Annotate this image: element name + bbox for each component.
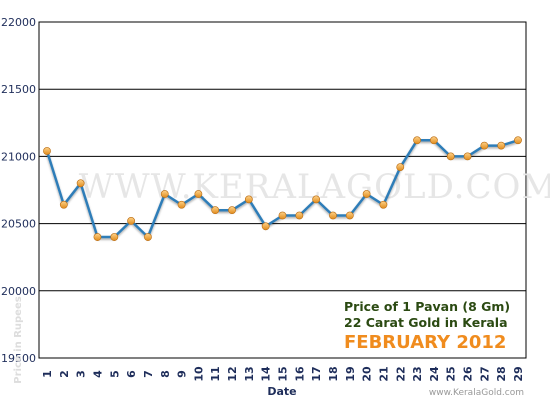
y-axis-label: Price in Rupees (13, 296, 24, 383)
data-point (278, 211, 287, 220)
x-tick-label: 14 (260, 366, 273, 382)
data-point (244, 195, 253, 204)
data-point (362, 190, 371, 198)
x-tick-label: 6 (125, 370, 138, 378)
x-tick-label: 9 (176, 370, 189, 378)
x-tick-label: 13 (243, 366, 256, 381)
x-tick-label: 22 (394, 366, 407, 381)
data-point (514, 136, 522, 145)
x-tick-label: 3 (75, 370, 88, 378)
data-point (110, 233, 119, 241)
data-point (127, 217, 136, 225)
data-point (228, 206, 236, 215)
x-tick-label: 27 (478, 366, 491, 381)
data-point (429, 136, 438, 145)
data-point (463, 152, 472, 161)
data-point (329, 211, 337, 220)
x-tick-label: 18 (327, 366, 340, 381)
y-tick-label: 21500 (1, 83, 36, 96)
y-tick-label: 20000 (1, 285, 36, 298)
x-tick-label: 7 (142, 370, 155, 378)
data-point (396, 163, 405, 172)
caption-month: FEBRUARY 2012 (344, 332, 506, 353)
x-tick-label: 5 (108, 370, 121, 378)
data-point (446, 152, 455, 161)
x-tick-label: 1 (41, 370, 54, 378)
plot-area (38, 21, 527, 359)
x-tick-label: 19 (344, 366, 357, 381)
data-point (144, 233, 152, 241)
data-point (413, 136, 421, 145)
x-tick-label: 12 (226, 366, 239, 381)
data-point (43, 147, 51, 155)
x-tick-label: 2 (58, 370, 71, 378)
x-tick-label: 11 (209, 366, 222, 381)
x-tick-label: 29 (512, 366, 525, 381)
x-tick-label: 20 (361, 366, 374, 382)
data-point (261, 222, 270, 231)
caption-line-1: Price of 1 Pavan (8 Gm) (344, 299, 510, 314)
y-tick-label: 20500 (1, 218, 36, 231)
data-point (379, 200, 388, 209)
price-markers (43, 136, 522, 241)
data-point (312, 195, 321, 204)
data-point (480, 141, 489, 150)
x-tick-label: 17 (310, 366, 323, 381)
y-tick-label: 21000 (1, 150, 36, 163)
x-tick-label: 23 (411, 366, 424, 381)
x-axis-label: Date (267, 385, 296, 398)
data-point (497, 141, 506, 150)
x-tick-label: 8 (159, 370, 172, 378)
x-tick-label: 16 (293, 366, 306, 382)
data-point (177, 200, 186, 209)
x-tick-label: 26 (462, 366, 475, 382)
y-tick-label: 22000 (1, 16, 36, 29)
x-tick-label: 25 (445, 366, 458, 381)
caption-line-2: 22 Carat Gold in Kerala (344, 315, 508, 330)
y-tick-label: 19500 (1, 352, 36, 365)
data-point (194, 190, 203, 198)
data-point (76, 179, 85, 188)
data-point (93, 233, 102, 241)
x-tick-label: 24 (428, 366, 441, 382)
x-tick-label: 10 (192, 366, 205, 382)
x-tick-label: 4 (91, 370, 104, 378)
data-point (211, 206, 220, 215)
footer-url: www.KeralaGold.com (429, 388, 524, 398)
x-tick-label: 21 (377, 366, 390, 381)
data-point (345, 211, 354, 220)
x-tick-label: 28 (495, 366, 508, 381)
data-point (160, 190, 169, 198)
data-point (59, 200, 68, 209)
data-point (295, 211, 304, 220)
y-tick-labels: 19500 20000 20500 21000 21500 22000 (1, 16, 36, 365)
gridlines (39, 88, 526, 292)
x-tick-labels: 1 2 3 4 5 6 7 8 9 10 11 12 13 14 15 16 17 18 19 20 21 22 23 24 2… (41, 366, 525, 382)
x-tick-label: 15 (277, 366, 290, 381)
